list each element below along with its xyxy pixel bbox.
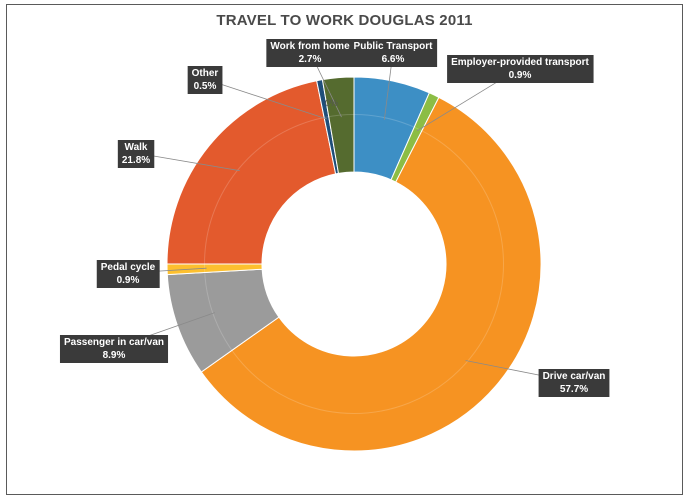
label-name: Employer-provided transport (451, 57, 589, 68)
zero-annotation: 0% (325, 98, 338, 108)
label-value: 8.9% (103, 350, 126, 361)
label-name: Work from home (270, 41, 350, 52)
label-value: 0.9% (509, 70, 532, 81)
slice-walk (166, 80, 337, 265)
label-drive-car-van: Drive car/van 57.7% (538, 369, 610, 397)
label-box (266, 39, 355, 67)
label-work-from-home: Work from home 2.7% (266, 39, 355, 67)
label-box (187, 66, 223, 94)
label-value: 6.6% (382, 54, 405, 65)
label-value: 2.7% (299, 54, 322, 65)
label-name: Drive car/van (543, 371, 606, 382)
label-passenger-in-car-van: Passenger in car/van 8.9% (59, 335, 169, 363)
label-box (349, 39, 438, 67)
label-name: Walk (125, 142, 148, 153)
label-box (447, 55, 594, 83)
label-box (96, 260, 160, 288)
label-walk: Walk 21.8% (117, 140, 155, 168)
slice-work-from-home (321, 76, 355, 174)
label-employer-provided-transport: Employer-provided transport 0.9% (447, 55, 594, 83)
label-value: 21.8% (122, 155, 150, 166)
slice-drive-car-van (200, 96, 542, 452)
label-name: Public Transport (354, 41, 434, 52)
label-name: Pedal cycle (101, 262, 156, 273)
label-value: 0.9% (117, 275, 140, 286)
label-box (538, 369, 610, 397)
label-box (59, 335, 169, 363)
label-public-transport: Public Transport 6.6% (349, 39, 438, 67)
label-name: Other (192, 68, 219, 79)
ring-guide (204, 114, 504, 414)
label-name: Passenger in car/van (64, 337, 164, 348)
label-value: 57.7% (560, 384, 588, 395)
label-box (117, 140, 155, 168)
leader-line-other (204, 78, 327, 120)
chart-title: TRAVEL TO WORK DOUGLAS 2011 (216, 12, 473, 29)
label-pedal-cycle: Pedal cycle 0.9% (96, 260, 160, 288)
label-value: 0.5% (194, 81, 217, 92)
label-other: Other 0.5% (187, 66, 223, 94)
